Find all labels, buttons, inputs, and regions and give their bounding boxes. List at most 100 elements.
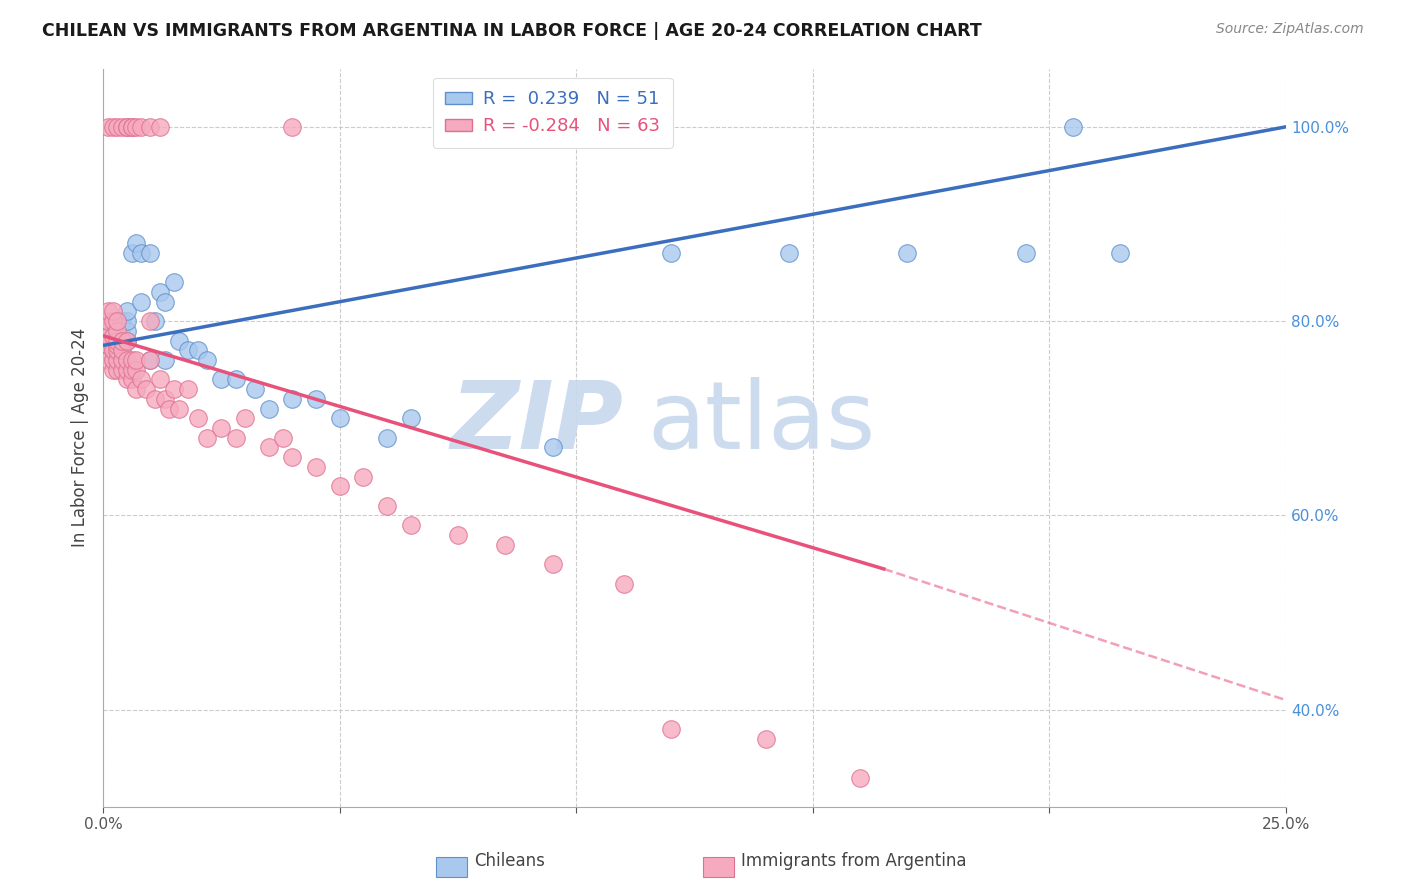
Point — [195, 431, 218, 445]
Point — [105, 343, 128, 358]
Point — [329, 411, 352, 425]
Point — [129, 246, 152, 260]
Point — [225, 372, 247, 386]
Point — [167, 334, 190, 348]
Point — [105, 363, 128, 377]
Point — [153, 392, 176, 406]
Point — [163, 275, 186, 289]
Point — [135, 382, 157, 396]
Point — [115, 120, 138, 134]
Point — [1109, 246, 1132, 260]
Point — [97, 314, 120, 328]
Point — [105, 343, 128, 358]
Point — [233, 411, 256, 425]
Text: atlas: atlas — [647, 377, 876, 469]
Point — [129, 120, 152, 134]
Point — [849, 771, 872, 785]
Point — [111, 363, 134, 377]
Point — [115, 314, 138, 328]
Point — [121, 120, 143, 134]
Point — [281, 120, 304, 134]
Point — [257, 401, 280, 416]
Point — [101, 314, 124, 328]
Point — [613, 576, 636, 591]
Point — [209, 372, 232, 386]
Point — [541, 557, 564, 571]
Point — [153, 353, 176, 368]
Point — [121, 363, 143, 377]
Point — [115, 304, 138, 318]
Point — [195, 353, 218, 368]
Point — [115, 334, 138, 348]
Point — [153, 294, 176, 309]
Point — [125, 353, 148, 368]
Point — [143, 314, 166, 328]
Text: CHILEAN VS IMMIGRANTS FROM ARGENTINA IN LABOR FORCE | AGE 20-24 CORRELATION CHAR: CHILEAN VS IMMIGRANTS FROM ARGENTINA IN … — [42, 22, 981, 40]
Point — [105, 328, 128, 343]
Point — [1062, 120, 1084, 134]
Point — [281, 392, 304, 406]
Point — [111, 328, 134, 343]
Point — [97, 304, 120, 318]
Point — [105, 334, 128, 348]
Point — [225, 431, 247, 445]
Point — [149, 285, 172, 299]
Point — [271, 431, 294, 445]
Text: Chileans: Chileans — [474, 852, 544, 870]
Point — [111, 353, 134, 368]
Point — [163, 382, 186, 396]
Point — [101, 363, 124, 377]
Point — [177, 382, 200, 396]
Point — [1015, 246, 1038, 260]
Point — [399, 411, 422, 425]
Point — [896, 246, 918, 260]
Point — [105, 120, 128, 134]
Point — [139, 246, 162, 260]
Point — [111, 338, 134, 352]
Point — [105, 324, 128, 338]
Point — [494, 538, 516, 552]
Point — [125, 120, 148, 134]
Point — [257, 441, 280, 455]
Point — [447, 528, 470, 542]
Point — [281, 450, 304, 465]
Point — [125, 236, 148, 251]
Point — [139, 314, 162, 328]
Point — [375, 431, 398, 445]
Point — [143, 392, 166, 406]
Point — [105, 348, 128, 362]
Point — [111, 353, 134, 368]
Point — [111, 120, 134, 134]
Point — [305, 459, 328, 474]
Point — [149, 372, 172, 386]
Point — [399, 518, 422, 533]
Point — [121, 353, 143, 368]
Point — [101, 328, 124, 343]
Point — [115, 372, 138, 386]
Point — [187, 343, 209, 358]
Point — [149, 120, 172, 134]
Point — [329, 479, 352, 493]
Point — [97, 334, 120, 348]
Point — [167, 401, 190, 416]
Point — [101, 328, 124, 343]
Point — [754, 731, 776, 746]
Point — [157, 401, 180, 416]
Point — [101, 353, 124, 368]
Point — [115, 353, 138, 368]
Point — [111, 334, 134, 348]
Point — [375, 499, 398, 513]
Point — [101, 343, 124, 358]
Point — [97, 353, 120, 368]
Point — [101, 304, 124, 318]
Point — [659, 246, 682, 260]
Point — [187, 411, 209, 425]
Point — [121, 246, 143, 260]
Point — [177, 343, 200, 358]
Point — [115, 120, 138, 134]
Point — [139, 353, 162, 368]
Point — [121, 372, 143, 386]
Point — [209, 421, 232, 435]
Point — [243, 382, 266, 396]
Text: ZIP: ZIP — [451, 377, 624, 469]
